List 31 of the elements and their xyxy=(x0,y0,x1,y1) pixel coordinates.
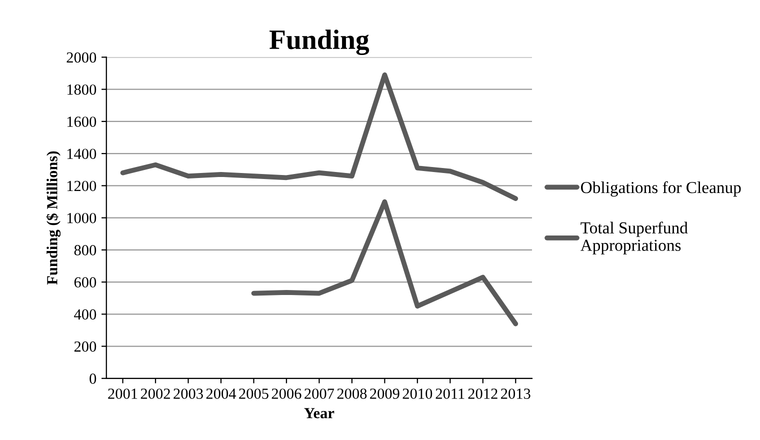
y-tick-label: 400 xyxy=(74,309,96,320)
x-tick-label: 2001 xyxy=(108,388,138,399)
y-tick-label: 1200 xyxy=(67,180,96,192)
x-tick-label: 2010 xyxy=(402,388,432,399)
legend-label: Total Superfund Appropriations xyxy=(580,222,688,254)
y-tick-label: 0 xyxy=(90,374,96,384)
x-tick-label: 2007 xyxy=(304,388,334,399)
line-series xyxy=(251,199,518,326)
line-series xyxy=(120,72,518,201)
x-tick-label: 2005 xyxy=(239,388,268,399)
y-tick-label: 1600 xyxy=(67,116,96,127)
x-tick-label: 2002 xyxy=(140,388,170,399)
chart-title: Funding xyxy=(269,30,370,55)
x-axis-title: Year xyxy=(304,408,334,418)
legend-label: Obligations for Cleanup xyxy=(581,181,741,197)
x-tick-label: 2006 xyxy=(272,388,302,399)
y-tick-label: 2000 xyxy=(66,52,96,63)
y-tick-label: 1400 xyxy=(67,148,96,160)
x-tick-label: 2009 xyxy=(370,388,400,399)
x-tick-label: 2012 xyxy=(468,388,498,399)
x-tick-label: 2013 xyxy=(501,388,530,399)
x-tick-label: 2004 xyxy=(206,388,236,399)
x-tick-label: 2003 xyxy=(174,388,203,399)
y-axis-title: Funding ($ Millions) xyxy=(46,151,61,285)
y-tick-label: 600 xyxy=(74,277,96,288)
x-tick-label: 2011 xyxy=(436,388,464,399)
y-tick-label: 200 xyxy=(74,341,96,352)
y-tick-label: 1800 xyxy=(67,84,96,95)
y-tick-label: 1000 xyxy=(67,212,96,224)
x-tick-label: 2008 xyxy=(337,388,367,399)
y-tick-label: 800 xyxy=(74,245,96,256)
